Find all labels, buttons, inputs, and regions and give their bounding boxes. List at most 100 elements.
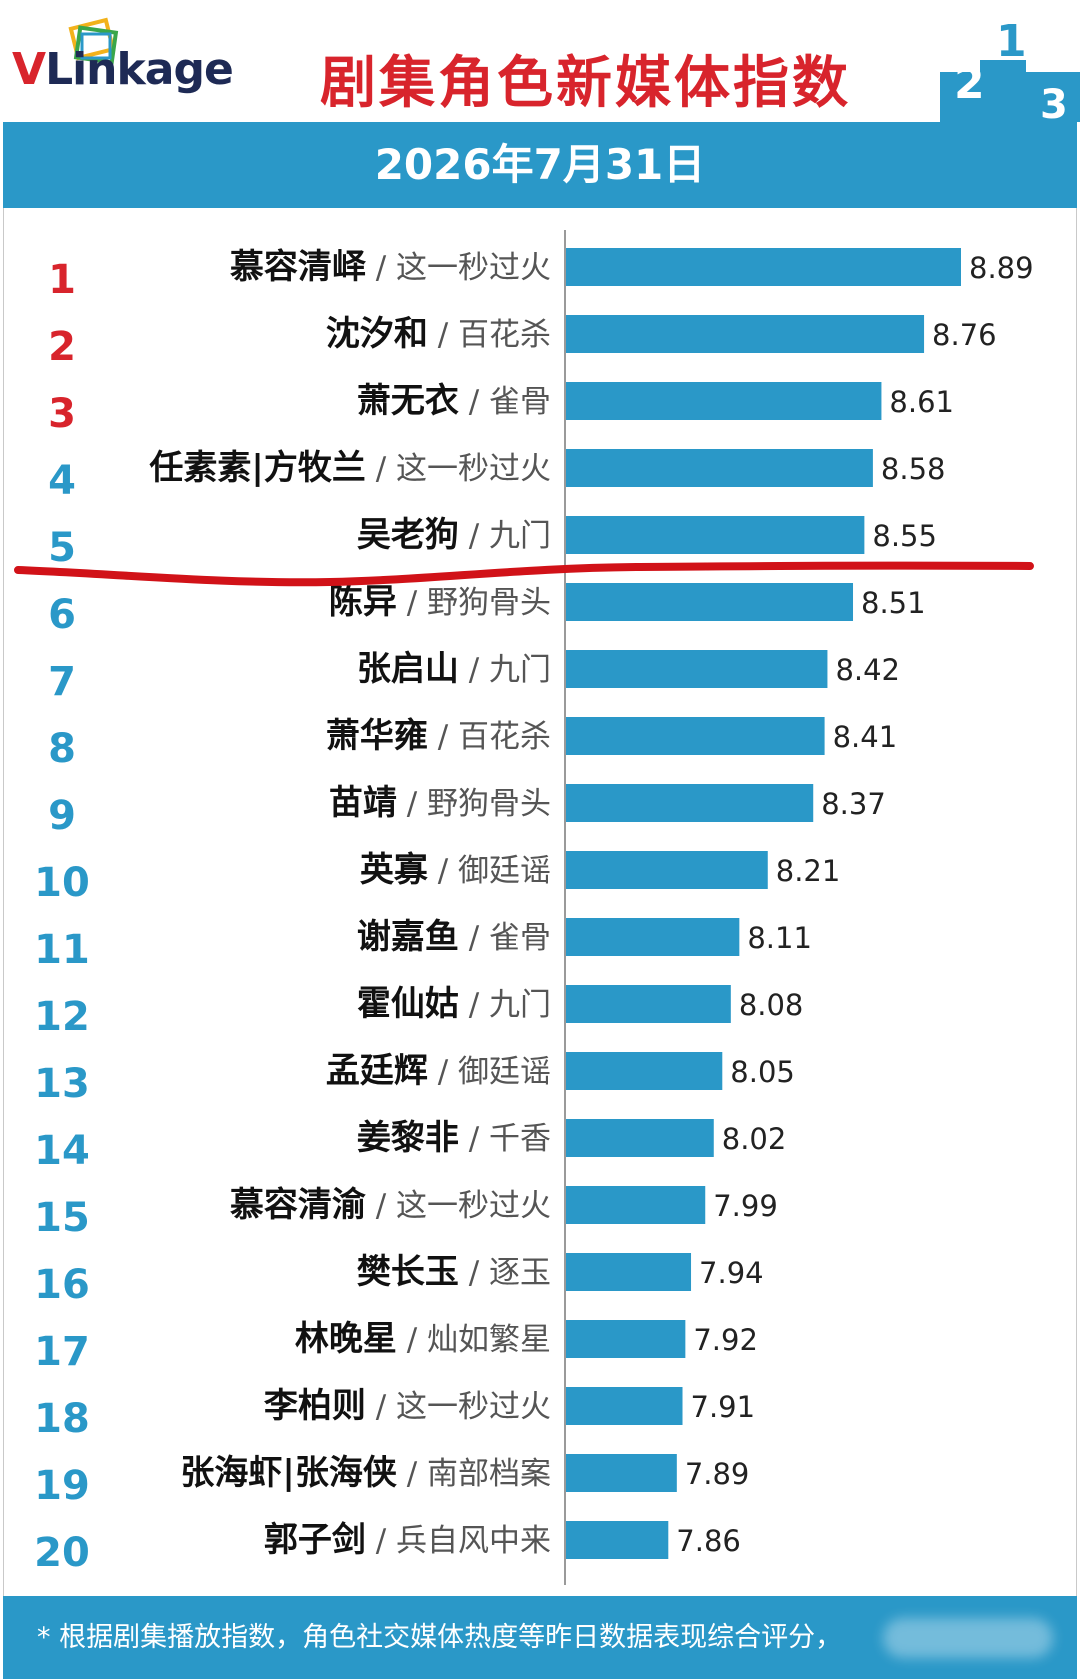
role-name: 任素素|方牧兰 bbox=[149, 448, 365, 488]
category-label: 樊长玉 / 逐玉 bbox=[357, 1252, 551, 1292]
bar bbox=[566, 449, 873, 487]
show-name: 雀骨 bbox=[489, 920, 551, 956]
bar bbox=[566, 583, 854, 621]
value-label: 7.86 bbox=[676, 1524, 741, 1558]
podium-label-2: 2 bbox=[954, 58, 985, 109]
podium-label-3: 3 bbox=[1040, 82, 1068, 122]
show-name: 这一秒过火 bbox=[396, 1188, 551, 1224]
bar bbox=[566, 382, 882, 420]
separator: / bbox=[428, 719, 458, 755]
rank-label: 11 bbox=[34, 927, 90, 973]
rank-label: 7 bbox=[48, 659, 76, 705]
show-name: 千香 bbox=[489, 1121, 551, 1157]
separator: / bbox=[428, 1054, 458, 1090]
show-name: 雀骨 bbox=[489, 384, 551, 420]
value-label: 8.58 bbox=[881, 452, 946, 486]
category-label: 姜黎非 / 千香 bbox=[357, 1118, 551, 1158]
separator: / bbox=[428, 317, 458, 353]
role-name: 姜黎非 bbox=[357, 1118, 459, 1158]
category-label: 萧无衣 / 雀骨 bbox=[357, 381, 551, 421]
separator: / bbox=[397, 1322, 427, 1358]
page-frame bbox=[3, 0, 1077, 1679]
rank-label: 14 bbox=[34, 1128, 90, 1174]
rank-label: 5 bbox=[48, 525, 76, 571]
show-name: 御廷谣 bbox=[458, 1054, 551, 1090]
bar bbox=[566, 985, 731, 1023]
value-label: 7.94 bbox=[699, 1256, 764, 1290]
bar bbox=[566, 784, 814, 822]
rank-label: 8 bbox=[48, 726, 76, 772]
chart-title: 剧集角色新媒体指数 bbox=[320, 51, 851, 116]
logo-v: V bbox=[12, 44, 46, 95]
value-label: 8.05 bbox=[730, 1055, 795, 1089]
rank-label: 17 bbox=[34, 1329, 90, 1375]
value-label: 7.92 bbox=[693, 1323, 758, 1357]
value-label: 8.08 bbox=[739, 988, 804, 1022]
footnote: * 根据剧集播放指数，角色社交媒体热度等昨日数据表现综合评分， bbox=[37, 1622, 843, 1653]
bar bbox=[566, 1052, 723, 1090]
role-name: 沈汐和 bbox=[326, 314, 428, 354]
show-name: 九门 bbox=[489, 987, 551, 1023]
separator: / bbox=[366, 250, 396, 286]
bar bbox=[566, 1521, 669, 1559]
value-label: 8.61 bbox=[889, 385, 954, 419]
rank-label: 2 bbox=[48, 324, 76, 370]
show-name: 九门 bbox=[489, 518, 551, 554]
separator: / bbox=[459, 384, 489, 420]
rank-label: 4 bbox=[48, 458, 76, 504]
value-label: 8.11 bbox=[747, 921, 812, 955]
category-label: 任素素|方牧兰 / 这一秒过火 bbox=[149, 448, 551, 488]
value-label: 7.89 bbox=[685, 1457, 750, 1491]
role-name: 孟廷辉 bbox=[326, 1051, 428, 1091]
category-label: 英寡 / 御廷谣 bbox=[360, 850, 551, 890]
role-name: 张海虾|张海侠 bbox=[180, 1453, 397, 1493]
category-label: 林晚星 / 灿如繁星 bbox=[295, 1319, 551, 1359]
show-name: 九门 bbox=[489, 652, 551, 688]
role-name: 苗靖 bbox=[329, 783, 397, 823]
show-name: 野狗骨头 bbox=[427, 786, 551, 822]
show-name: 野狗骨头 bbox=[427, 585, 551, 621]
bar bbox=[566, 315, 925, 353]
show-name: 兵自风中来 bbox=[396, 1523, 551, 1559]
rank-label: 20 bbox=[34, 1530, 90, 1576]
category-label: 张启山 / 九门 bbox=[357, 649, 551, 689]
bar bbox=[566, 516, 865, 554]
bar bbox=[566, 918, 740, 956]
show-name: 御廷谣 bbox=[458, 853, 551, 889]
category-label: 谢嘉鱼 / 雀骨 bbox=[357, 917, 551, 957]
separator: / bbox=[459, 920, 489, 956]
category-label: 吴老狗 / 九门 bbox=[357, 515, 551, 555]
show-name: 灿如繁星 bbox=[427, 1322, 551, 1358]
show-name: 这一秒过火 bbox=[396, 1389, 551, 1425]
header: VLinkage 剧集角色新媒体指数 2 1 3 bbox=[0, 0, 1080, 122]
bar bbox=[566, 717, 825, 755]
rank-label: 19 bbox=[34, 1463, 90, 1509]
bar bbox=[566, 1253, 692, 1291]
annotation-red-line bbox=[14, 561, 1034, 587]
category-label: 慕容清峄 / 这一秒过火 bbox=[230, 247, 551, 287]
rank-label: 1 bbox=[48, 257, 76, 303]
bar bbox=[566, 1387, 683, 1425]
bar bbox=[566, 650, 828, 688]
value-label: 8.55 bbox=[872, 519, 937, 553]
separator: / bbox=[397, 1456, 427, 1492]
role-name: 萧华雍 bbox=[326, 716, 428, 756]
category-label: 慕容清渝 / 这一秒过火 bbox=[230, 1185, 551, 1225]
rank-label: 16 bbox=[34, 1262, 90, 1308]
bar bbox=[566, 248, 961, 286]
podium-icon: 2 1 3 bbox=[940, 20, 1080, 122]
separator: / bbox=[459, 1121, 489, 1157]
separator: / bbox=[366, 451, 396, 487]
logo-mark-icon bbox=[68, 17, 119, 65]
separator: / bbox=[397, 585, 427, 621]
role-name: 陈异 bbox=[329, 582, 397, 622]
separator: / bbox=[397, 786, 427, 822]
bar bbox=[566, 1186, 706, 1224]
category-label: 郭子剑 / 兵自风中来 bbox=[264, 1520, 551, 1560]
value-label: 8.21 bbox=[776, 854, 841, 888]
category-label: 苗靖 / 野狗骨头 bbox=[329, 783, 551, 823]
role-name: 萧无衣 bbox=[357, 381, 459, 421]
logo-wordmark: Linkage bbox=[45, 44, 234, 95]
show-name: 这一秒过火 bbox=[396, 451, 551, 487]
date-band: 2026年7月31日 bbox=[3, 122, 1077, 208]
